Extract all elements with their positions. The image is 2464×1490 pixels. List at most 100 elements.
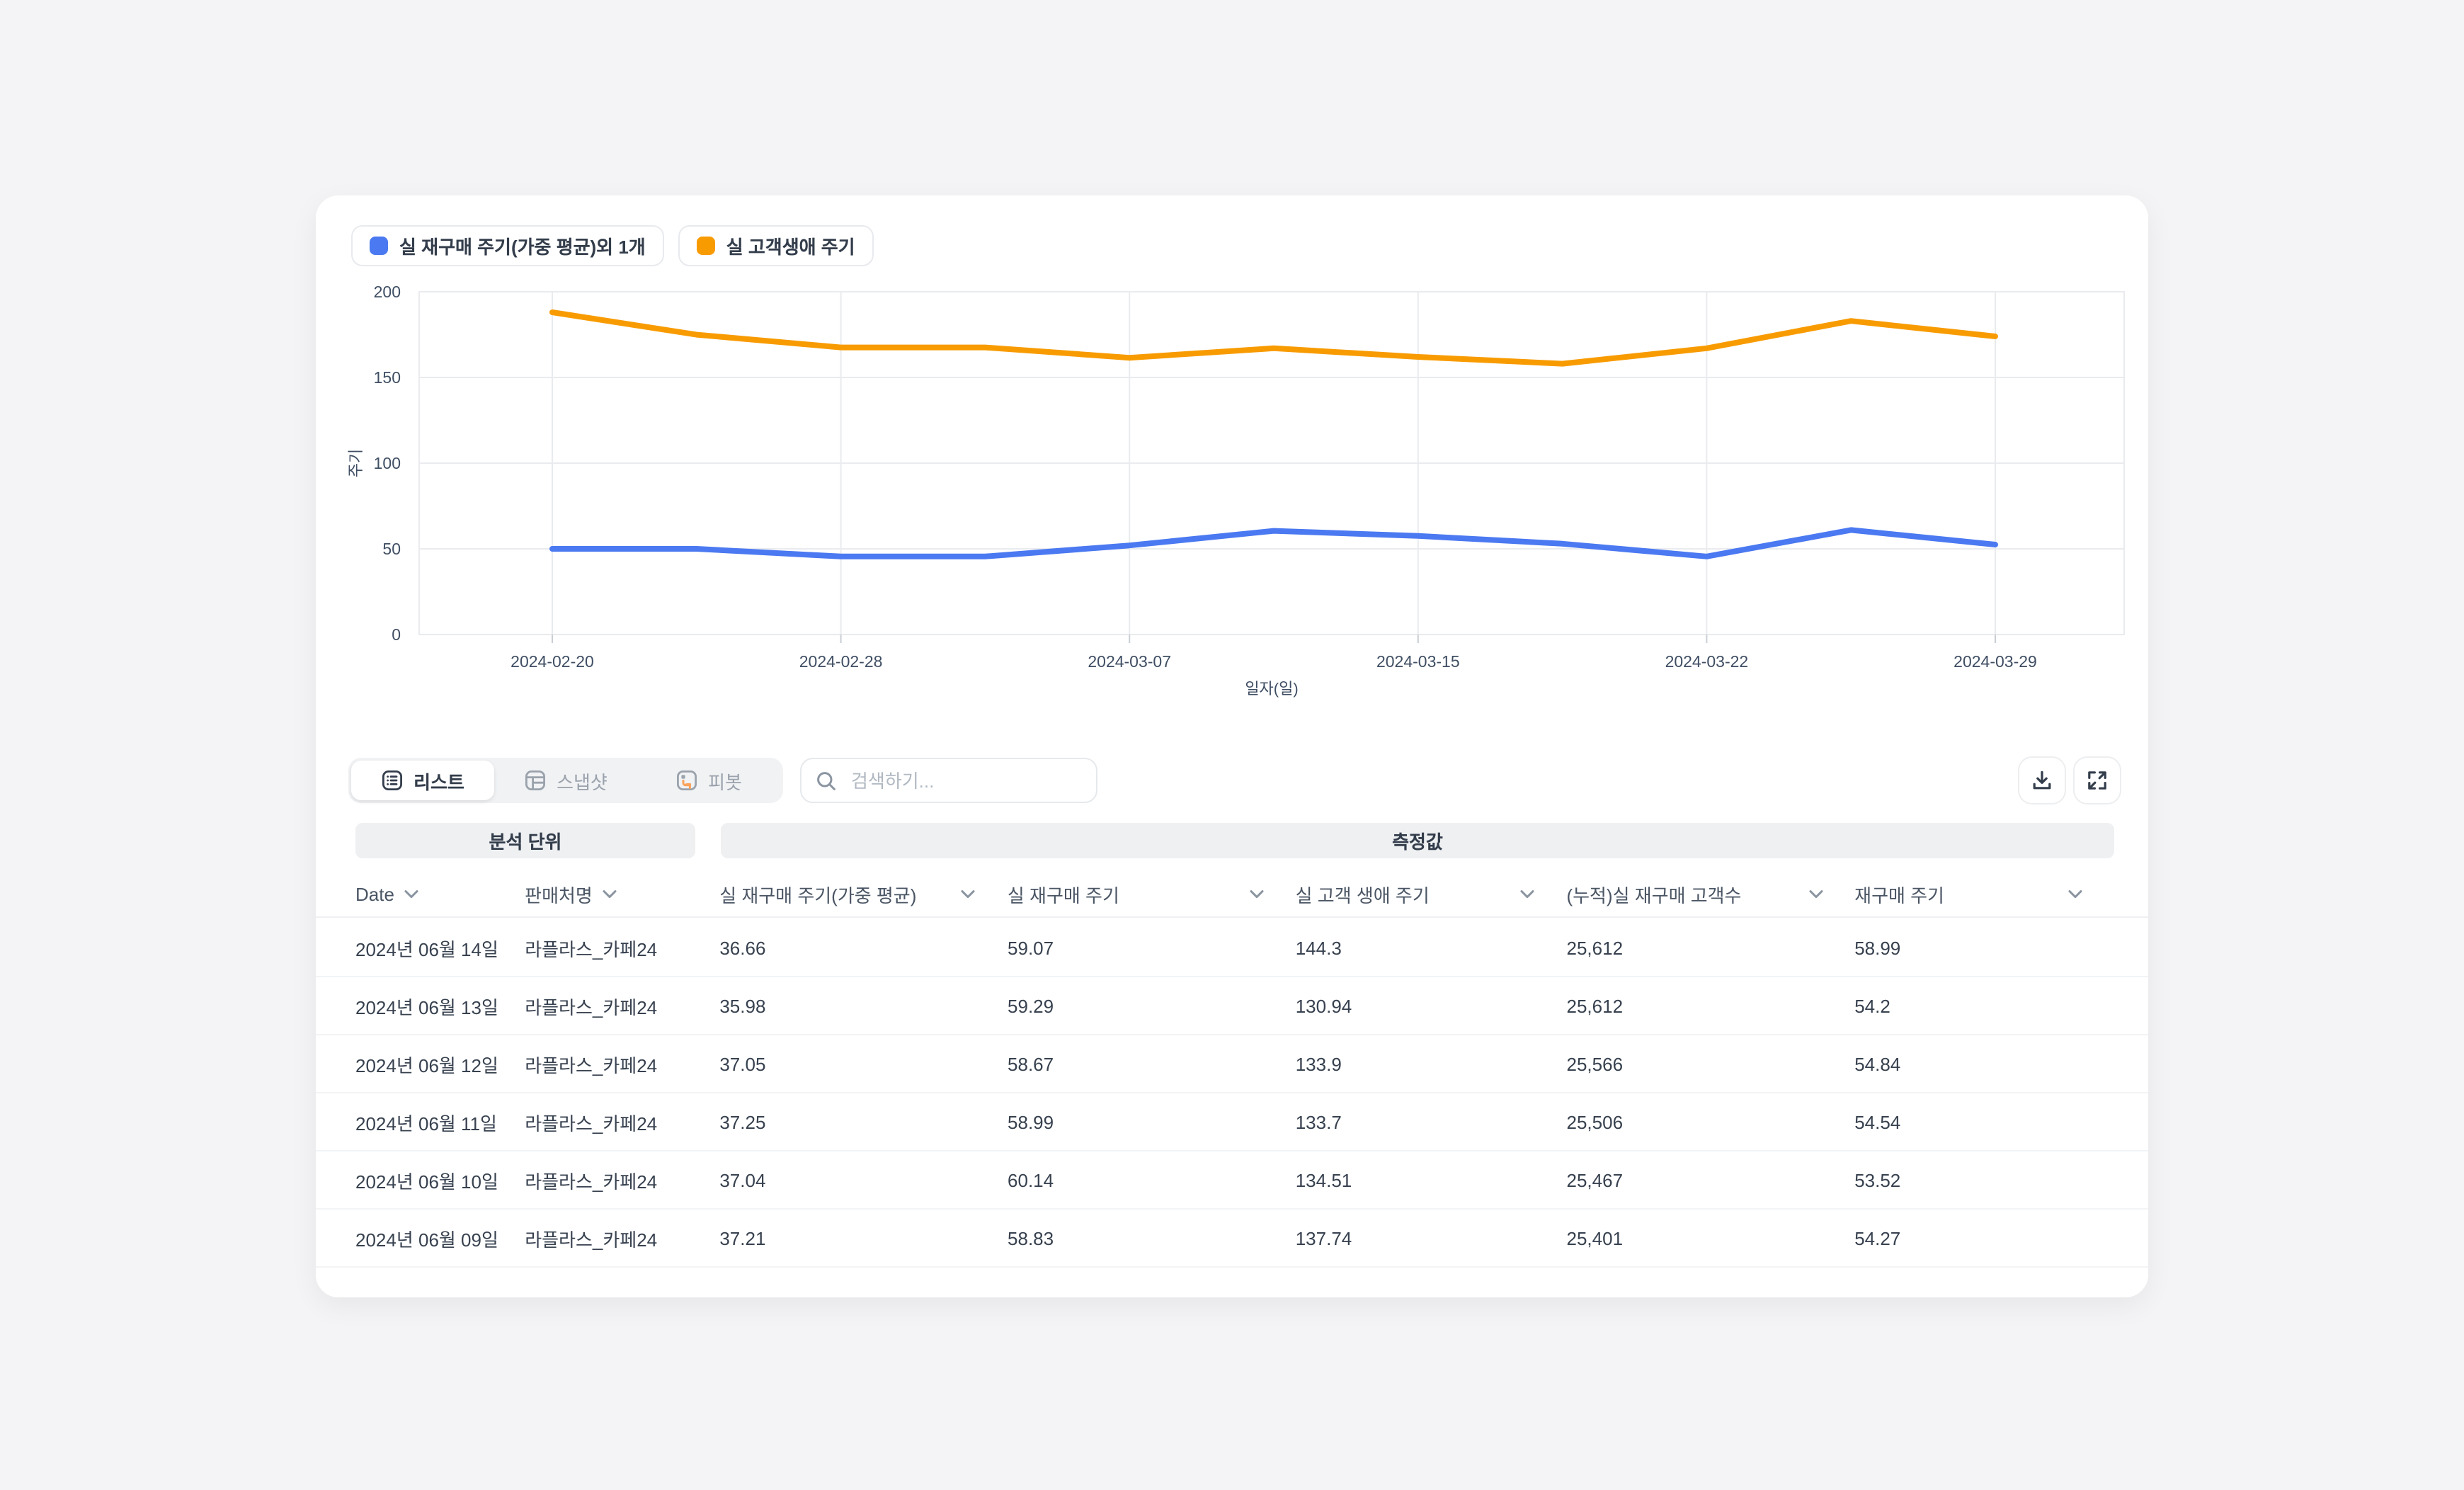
y-tick-label: 50 — [382, 540, 401, 558]
column-label: 재구매 주기 — [1854, 885, 1944, 906]
cell-r1-c6: 54.2 — [1854, 995, 1890, 1016]
legend-swatch — [370, 237, 388, 255]
cell-r2-c0: 2024년 06월 12일 — [355, 1054, 498, 1076]
cell-r0-c5: 25,612 — [1566, 937, 1624, 958]
chevron-down-icon[interactable] — [1808, 889, 1823, 899]
legend-label: 실 재구매 주기(가중 평균)외 1개 — [399, 237, 646, 258]
tab-label: 스냅샷 — [557, 771, 608, 792]
cell-r0-c3: 59.07 — [1008, 937, 1054, 958]
column-label: (누적)실 재구매 고객수 — [1566, 885, 1742, 906]
cell-r3-c4: 133.7 — [1295, 1111, 1342, 1132]
cell-r2-c4: 133.9 — [1295, 1053, 1342, 1074]
cell-r4-c6: 53.52 — [1854, 1169, 1901, 1190]
line-chart[interactable]: 0 50 100 150 200 2024-02-20 2024-02-28 2024-03-… — [316, 266, 2148, 708]
table-row: 2024년 06월 12일 라플라스_카페24 37.05 58.67 133.9 25,… — [316, 1035, 2148, 1093]
tab-label: 리스트 — [413, 771, 464, 792]
chevron-down-icon[interactable] — [961, 889, 976, 899]
chevron-down-icon[interactable] — [404, 889, 420, 899]
cell-r0-c2: 36.66 — [719, 937, 766, 958]
x-tick-label: 2024-03-07 — [1088, 652, 1171, 671]
expand-button[interactable] — [2073, 756, 2121, 804]
legend-swatch — [696, 237, 715, 255]
column-label: 실 재구매 주기 — [1007, 885, 1119, 906]
cell-r5-c3: 58.83 — [1008, 1227, 1054, 1249]
search-icon — [816, 770, 837, 791]
column-label: 실 고객 생애 주기 — [1295, 885, 1430, 906]
chevron-down-icon[interactable] — [603, 889, 618, 899]
table-row: 2024년 06월 11일 라플라스_카페24 37.25 58.99 133.7 25,… — [316, 1093, 2148, 1151]
cell-r5-c1: 라플라스_카페24 — [525, 1229, 658, 1250]
cell-r5-c4: 137.74 — [1295, 1227, 1352, 1249]
table-row: 2024년 06월 14일 라플라스_카페24 36.66 59.07 144.3 25,… — [316, 919, 2148, 977]
cell-r1-c2: 35.98 — [719, 995, 766, 1016]
chevron-down-icon[interactable] — [1519, 889, 1535, 899]
tab-snapshot[interactable]: 스냅샷 — [494, 761, 637, 800]
column-header-5[interactable]: (누적)실 재구매 고객수 — [1566, 880, 1854, 907]
column-label: Date — [355, 883, 394, 904]
legend-chip-0[interactable]: 실 재구매 주기(가중 평균)외 1개 — [351, 225, 664, 266]
column-header-1[interactable]: 판매처명 — [525, 880, 719, 907]
legend-label: 실 고객생애 주기 — [726, 237, 855, 258]
y-axis-title: 주기 — [347, 449, 365, 477]
y-tick-label: 0 — [392, 625, 401, 644]
series-line-0[interactable] — [549, 527, 1998, 559]
column-label: 실 재구매 주기(가중 평균) — [719, 885, 917, 906]
cell-r1-c5: 25,612 — [1566, 995, 1624, 1016]
table-toolbar: 리스트 스냅샷 피봇 — [316, 756, 2148, 804]
cell-r3-c2: 37.25 — [719, 1111, 766, 1132]
column-header-6[interactable]: 재구매 주기 — [1854, 880, 2114, 907]
chevron-down-icon[interactable] — [2067, 889, 2083, 899]
cell-r2-c1: 라플라스_카페24 — [525, 1054, 658, 1076]
column-header-4[interactable]: 실 고객 생애 주기 — [1296, 880, 1567, 907]
search-box[interactable] — [800, 758, 1097, 803]
y-tick-label: 150 — [374, 368, 401, 387]
cell-r3-c3: 58.99 — [1008, 1111, 1054, 1132]
cell-r0-c0: 2024년 06월 14일 — [355, 938, 498, 960]
tab-pivot[interactable]: 피봇 — [637, 761, 780, 800]
cell-r1-c0: 2024년 06월 13일 — [355, 996, 498, 1018]
series-line-1[interactable] — [549, 309, 1998, 367]
column-header-3[interactable]: 실 재구매 주기 — [1008, 880, 1296, 907]
download-icon — [2029, 768, 2055, 793]
chevron-down-icon[interactable] — [1249, 889, 1265, 899]
cell-r5-c5: 25,401 — [1566, 1227, 1624, 1249]
cell-r4-c0: 2024년 06월 10일 — [355, 1171, 498, 1192]
x-tick-label: 2024-02-20 — [511, 652, 594, 671]
analytics-card: 실 재구매 주기(가중 평균)외 1개 실 고객생애 주기 0 50 100 150 20… — [316, 195, 2148, 1297]
cell-r1-c4: 130.94 — [1295, 995, 1352, 1016]
cell-r0-c1: 라플라스_카페24 — [525, 938, 658, 960]
table-row: 2024년 06월 13일 라플라스_카페24 35.98 59.29 130.94 25… — [316, 977, 2148, 1035]
x-tick-label: 2024-02-28 — [799, 652, 883, 671]
tab-list[interactable]: 리스트 — [351, 761, 494, 800]
expand-icon — [2084, 768, 2110, 793]
x-tick-label: 2024-03-29 — [1953, 652, 2037, 671]
cell-r5-c6: 54.27 — [1854, 1227, 1901, 1249]
cell-r3-c0: 2024년 06월 11일 — [355, 1113, 497, 1134]
cell-r1-c3: 59.29 — [1008, 995, 1054, 1016]
chart-legend: 실 재구매 주기(가중 평균)외 1개 실 고객생애 주기 — [351, 225, 874, 266]
x-tick-label: 2024-03-15 — [1376, 652, 1460, 671]
pivot-icon — [675, 769, 698, 792]
download-button[interactable] — [2018, 756, 2066, 804]
cell-r4-c3: 60.14 — [1008, 1169, 1054, 1190]
table-row: 2024년 06월 10일 라플라스_카페24 37.04 60.14 134.51 25… — [316, 1151, 2148, 1210]
x-axis-title: 일자(일) — [1245, 680, 1298, 698]
list-icon — [381, 769, 404, 792]
legend-chip-1[interactable]: 실 고객생애 주기 — [678, 225, 874, 266]
column-header-2[interactable]: 실 재구매 주기(가중 평균) — [719, 880, 1008, 907]
toolbar-actions — [2018, 756, 2121, 804]
cell-r2-c6: 54.84 — [1854, 1053, 1901, 1074]
cell-r5-c0: 2024년 06월 09일 — [355, 1229, 498, 1250]
cell-r0-c6: 58.99 — [1854, 937, 1901, 958]
snapshot-icon — [524, 769, 547, 792]
table-header-row: Date 판매처명 실 재구매 주기(가중 평균) 실 재구매 주기 실 고객 생애 주… — [316, 871, 2148, 918]
column-header-0[interactable]: Date — [355, 883, 525, 904]
tab-label: 피봇 — [708, 771, 742, 792]
cell-r4-c1: 라플라스_카페24 — [525, 1171, 658, 1192]
column-label: 판매처명 — [525, 885, 593, 906]
search-input[interactable] — [848, 768, 1082, 792]
cell-r3-c5: 25,506 — [1566, 1111, 1624, 1132]
x-tick-label: 2024-03-22 — [1665, 652, 1749, 671]
table-group-header: 분석 단위 측정값 — [355, 823, 2114, 858]
y-tick-label: 100 — [374, 454, 401, 472]
